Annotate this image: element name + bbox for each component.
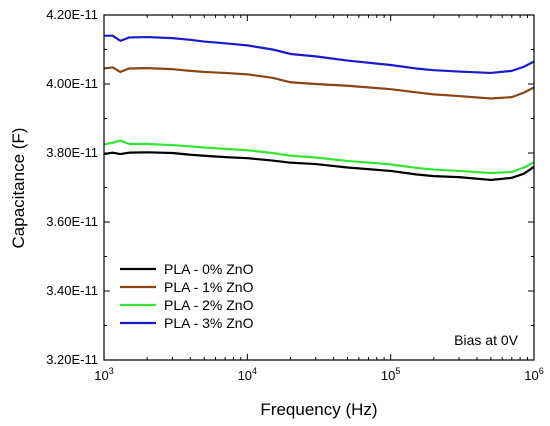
x-axis-title: Frequency (Hz) <box>260 400 377 419</box>
x-tick-label: 104 <box>238 366 257 383</box>
x-tick-label: 105 <box>381 366 400 383</box>
y-tick-label: 3.40E-11 <box>46 283 98 298</box>
y-tick-label: 4.20E-11 <box>46 7 98 22</box>
series-line-0 <box>104 151 534 182</box>
legend-label-0: PLA - 0% ZnO <box>164 261 254 277</box>
x-axis: 103 104 105 106 <box>94 15 544 383</box>
legend-label-3: PLA - 3% ZnO <box>164 315 254 331</box>
x-tick-exponent: 5 <box>395 366 400 376</box>
y-tick-label: 3.60E-11 <box>46 214 98 229</box>
series-layer <box>104 34 534 182</box>
series-line-1 <box>104 66 534 100</box>
legend: PLA - 0% ZnO PLA - 1% ZnO PLA - 2% ZnO PLA … <box>120 261 254 331</box>
legend-label-2: PLA - 2% ZnO <box>164 297 254 313</box>
bias-annotation: Bias at 0V <box>454 332 518 348</box>
legend-label-1: PLA - 1% ZnO <box>164 279 254 295</box>
x-tick-exponent: 6 <box>539 366 544 376</box>
series-line-2 <box>104 139 534 175</box>
y-axis-title: Capacitance (F) <box>9 128 28 249</box>
y-tick-label: 4.00E-11 <box>46 76 98 91</box>
x-tick-label: 106 <box>524 366 543 383</box>
y-tick-label: 3.80E-11 <box>46 145 98 160</box>
series-line-3 <box>104 34 534 75</box>
x-tick-label: 103 <box>94 366 113 383</box>
x-tick-exponent: 4 <box>252 366 257 376</box>
y-tick-label: 3.20E-11 <box>46 352 98 367</box>
x-tick-exponent: 3 <box>109 366 114 376</box>
y-axis: 3.20E-11 3.40E-11 3.60E-11 3.80E-11 4.00E-11… <box>46 7 534 367</box>
